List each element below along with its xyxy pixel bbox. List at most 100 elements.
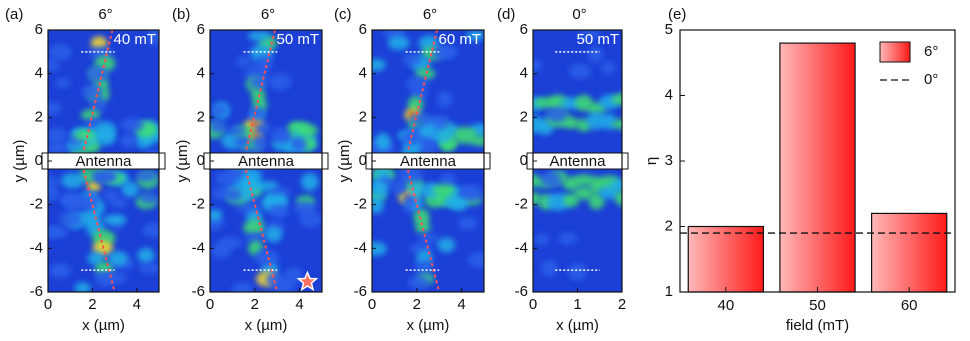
- heat-blob: [80, 109, 101, 121]
- heat-blob: [252, 135, 268, 152]
- heat-blob: [372, 58, 386, 72]
- y-tick-label: 4: [35, 65, 43, 82]
- x-tick-label: 2: [618, 296, 626, 313]
- heat-blob: [434, 44, 459, 58]
- heat-blob: [614, 190, 622, 206]
- heat-blob: [268, 203, 290, 219]
- annotation: 40 mT: [113, 31, 156, 48]
- y-tick-label: 0: [359, 152, 367, 169]
- y-tick-label: 0: [197, 152, 205, 169]
- heat-blob: [249, 75, 269, 89]
- heat-blob: [415, 259, 434, 278]
- heat-blob: [432, 184, 456, 196]
- x-tick-label: 0: [44, 296, 52, 313]
- x-axis-label: x (µm): [82, 317, 125, 334]
- heat-blob: [540, 260, 558, 277]
- heat-blob: [458, 185, 475, 199]
- heat-blob: [375, 132, 391, 151]
- heat-blob: [573, 186, 594, 200]
- heat-blob: [137, 247, 155, 264]
- heat-blob: [563, 117, 580, 129]
- star: [296, 270, 319, 292]
- antenna: [526, 152, 629, 170]
- heat-blob: [108, 250, 129, 267]
- heatmap-image: [210, 30, 322, 292]
- y-tick-label: 0: [520, 152, 528, 169]
- y-tick-label: 2: [35, 108, 43, 125]
- heat-blob: [567, 262, 587, 281]
- heat-blob: [86, 181, 101, 192]
- heat-blob: [407, 275, 430, 290]
- heat-blob: [87, 251, 105, 266]
- y-tick-label: -2: [192, 196, 205, 213]
- antenna-label: Antenna: [400, 153, 457, 170]
- antenna: [203, 152, 329, 170]
- heat-blob: [48, 127, 67, 144]
- x-axis-label: x (µm): [556, 317, 599, 334]
- panel-label: (c): [334, 6, 352, 23]
- heat-blob: [59, 211, 82, 228]
- heat-blob: [256, 181, 280, 192]
- heat-blob: [48, 43, 72, 61]
- antenna-label: Antenna: [550, 153, 607, 170]
- heat-blob: [102, 214, 127, 225]
- heat-blob: [439, 173, 457, 188]
- y-axis-label: y (µm): [336, 140, 353, 183]
- antenna: [41, 152, 166, 170]
- y-tick-label: -2: [354, 196, 367, 213]
- x-tick-label: 2: [413, 296, 421, 313]
- heat-blob: [48, 226, 68, 239]
- bar: [779, 42, 856, 293]
- heat-blob: [418, 231, 439, 245]
- heat-blob: [90, 36, 108, 50]
- heat-blob: [295, 124, 318, 137]
- x-tick-label: 2: [251, 296, 259, 313]
- heat-blob: [121, 181, 139, 198]
- x-axis-label: x (µm): [245, 317, 288, 334]
- y-tick-label: 5: [665, 21, 673, 38]
- panel-label: (e): [668, 6, 686, 23]
- x-axis-label: x (µm): [407, 317, 450, 334]
- y-axis-label: y (µm): [11, 140, 28, 183]
- heat-blob: [226, 125, 246, 137]
- heat-blob: [541, 171, 562, 188]
- heat-blob: [136, 170, 157, 182]
- axes-frame: [679, 29, 956, 293]
- heat-blob: [437, 90, 453, 108]
- x-axis-label: field (mT): [786, 317, 849, 334]
- heat-blob: [293, 200, 316, 216]
- heat-blob: [102, 189, 119, 202]
- legend-swatch: [879, 41, 911, 63]
- y-tick-label: -6: [192, 283, 205, 300]
- antenna-label: Antenna: [76, 153, 133, 170]
- heat-blob: [231, 281, 254, 292]
- heat-blob: [431, 114, 450, 129]
- heat-blob: [418, 139, 438, 156]
- annotation: 50 mT: [576, 31, 619, 48]
- heat-blob: [402, 53, 421, 67]
- heat-blob: [94, 171, 117, 183]
- y-tick-label: 6: [359, 21, 367, 38]
- heat-blob: [466, 30, 484, 41]
- panel-title: 6°: [423, 6, 437, 23]
- y-tick-label: 0: [35, 152, 43, 169]
- heat-blob: [81, 83, 103, 100]
- x-tick-label: 4: [295, 296, 303, 313]
- y-tick-label: -6: [354, 283, 367, 300]
- heat-blob: [598, 185, 621, 200]
- x-tick-label: 0: [206, 296, 214, 313]
- y-tick-label: -2: [30, 196, 43, 213]
- x-tick-label: 0: [368, 296, 376, 313]
- heat-blob: [146, 30, 159, 46]
- heat-blob: [247, 30, 271, 41]
- heat-blob: [271, 187, 291, 198]
- heat-blob: [301, 173, 319, 191]
- panel-label: (a): [5, 6, 23, 23]
- y-tick-label: 1: [665, 283, 673, 300]
- heat-blob: [291, 137, 307, 152]
- heat-blob: [588, 193, 605, 210]
- heat-blob: [103, 271, 127, 284]
- heat-blob: [212, 103, 227, 117]
- x-tick-label: 0: [529, 296, 537, 313]
